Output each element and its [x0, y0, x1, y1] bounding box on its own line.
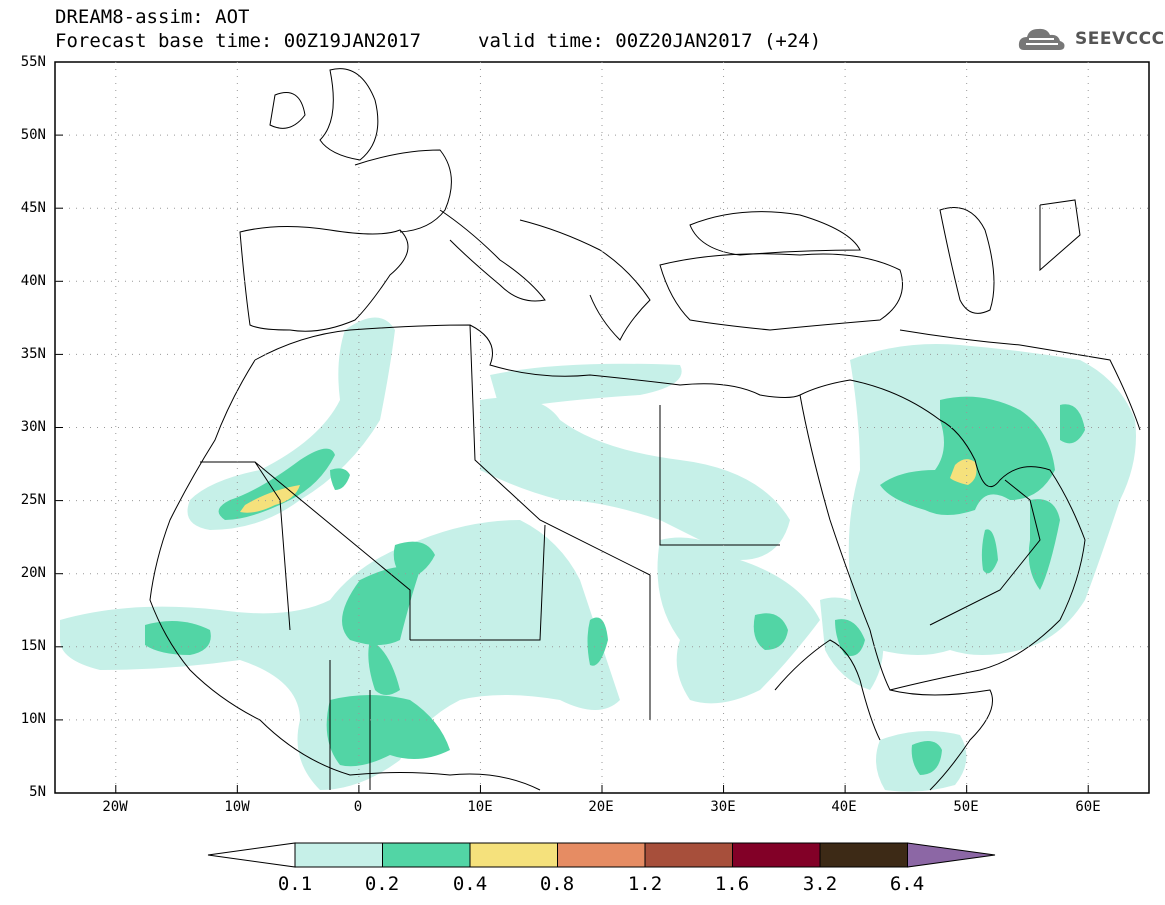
aot-shading: [60, 317, 1136, 792]
colorbar-segment: [732, 842, 821, 868]
lon-label: 60E: [1075, 799, 1101, 815]
valid-time: valid time: 00Z20JAN2017 (+24): [478, 30, 822, 52]
aot-level-0-1: [60, 317, 1136, 792]
lon-label: 0: [353, 799, 363, 815]
graticule: [55, 61, 1149, 794]
lat-label: 35N: [20, 346, 46, 362]
lat-label: 25N: [20, 492, 46, 508]
colorbar-low-arrow: [207, 842, 296, 868]
colorbar-label: 0.1: [277, 873, 313, 895]
colorbar-segment: [382, 842, 471, 868]
lat-label: 30N: [20, 419, 46, 435]
colorbar-segment: [557, 842, 646, 868]
colorbar-segment: [294, 842, 383, 868]
colorbar: [207, 842, 996, 868]
lat-label: 5N: [29, 784, 46, 800]
colorbar-segment: [644, 842, 733, 868]
aot-level-0-4: [240, 459, 977, 513]
country-borders: [149, 68, 1141, 791]
lon-label: 10W: [224, 799, 250, 815]
lon-label: 50E: [953, 799, 979, 815]
colorbar-segment: [819, 842, 908, 868]
lat-label: 45N: [20, 200, 46, 216]
lon-label: 30E: [710, 799, 736, 815]
lon-label: 20E: [588, 799, 614, 815]
colorbar-label: 0.8: [539, 873, 575, 895]
lat-label: 40N: [20, 273, 46, 289]
lat-label: 10N: [20, 711, 46, 727]
colorbar-label: 6.4: [889, 873, 925, 895]
logo-text: SEEVCCC: [1075, 29, 1165, 49]
colorbar-high-arrow: [907, 842, 996, 868]
lon-label: 40E: [831, 799, 857, 815]
lat-label: 20N: [20, 565, 46, 581]
lon-label: 10E: [467, 799, 493, 815]
forecast-base-time: Forecast base time: 00Z19JAN2017: [55, 30, 422, 52]
cloud-logo-icon: [1018, 28, 1065, 50]
colorbar-label: 1.2: [627, 873, 663, 895]
colorbar-label: 0.4: [452, 873, 488, 895]
colorbar-label: 0.2: [364, 873, 400, 895]
colorbar-segment: [469, 842, 558, 868]
lon-label: 20W: [102, 799, 128, 815]
lat-label: 15N: [20, 638, 46, 654]
lat-label: 50N: [20, 127, 46, 143]
colorbar-label: 3.2: [802, 873, 838, 895]
map-title: DREAM8-assim: AOT: [55, 6, 250, 28]
lat-label: 55N: [20, 54, 46, 70]
colorbar-label: 1.6: [714, 873, 750, 895]
